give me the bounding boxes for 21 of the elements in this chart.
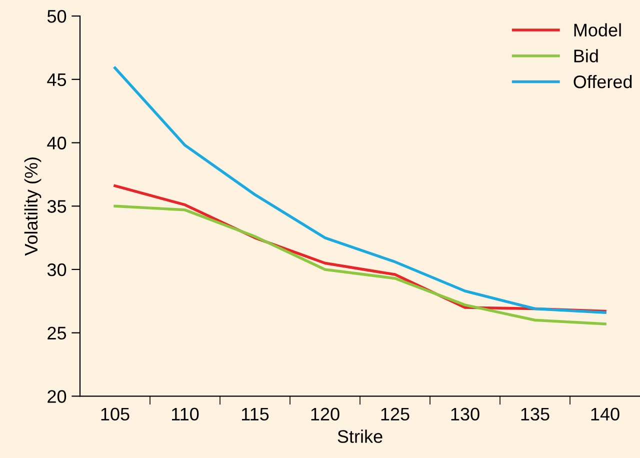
line-series <box>114 204 606 326</box>
x-tick-label: 120 <box>311 408 340 421</box>
legend-label: Model <box>574 23 621 37</box>
y-tick-label: 45 <box>47 74 66 86</box>
x-axis-title: Strike <box>338 430 382 443</box>
legend-label: Bid <box>574 49 598 62</box>
y-tick-label: 50 <box>47 10 66 23</box>
legend-label: Offered <box>574 74 632 88</box>
x-tick-label: 140 <box>591 408 620 421</box>
y-tick-label: 25 <box>48 326 66 340</box>
y-tick-label: 20 <box>48 390 66 403</box>
x-tick-label: 125 <box>381 408 410 421</box>
x-tick-label: 115 <box>242 408 269 421</box>
y-tick-label: 35 <box>47 200 66 213</box>
y-tick-label: 30 <box>47 263 66 276</box>
y-axis-title: Volatility (%) <box>24 158 42 256</box>
x-tick-label: 130 <box>451 408 480 421</box>
x-tick-label: 105 <box>101 408 130 421</box>
x-tick-label: 110 <box>172 408 199 421</box>
y-tick-label: 40 <box>47 136 66 150</box>
x-tick-label: 135 <box>521 408 550 421</box>
